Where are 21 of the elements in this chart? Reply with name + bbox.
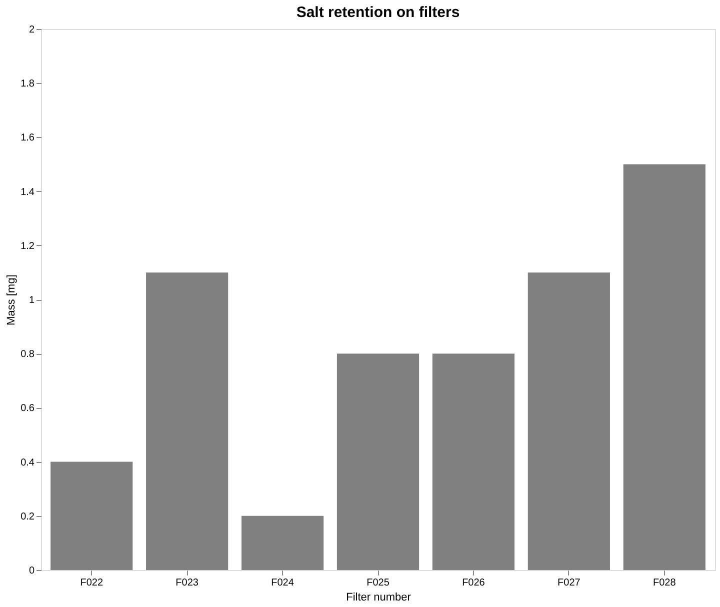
y-tick-label: 0.2: [20, 511, 35, 522]
y-tick-label: 1.4: [20, 186, 35, 198]
chart-title: Salt retention on filters: [296, 4, 460, 21]
y-tick-label: 0: [28, 566, 35, 576]
x-tick-label: F025: [366, 578, 390, 588]
x-tick-label: F028: [653, 578, 676, 588]
x-tick-label: F026: [462, 578, 486, 588]
y-tick-label: 1.6: [20, 132, 35, 144]
x-tick-label: F022: [80, 578, 104, 588]
x-tick-label: F027: [558, 578, 581, 588]
y-tick-label: 2: [28, 24, 35, 36]
y-tick-label: 0.4: [20, 457, 35, 468]
x-axis-title: Filter number: [346, 592, 412, 604]
y-tick-label: 1: [28, 295, 35, 306]
y-tick-label: 1.2: [20, 240, 35, 252]
x-tick-label: F023: [176, 578, 199, 588]
y-tick-label: 0.8: [20, 349, 35, 360]
y-axis-title: Mass [mg]: [6, 274, 18, 326]
y-tick-label: 0.6: [20, 403, 35, 414]
y-tick-label: 1.8: [20, 78, 35, 90]
x-tick-label: F024: [271, 578, 294, 588]
